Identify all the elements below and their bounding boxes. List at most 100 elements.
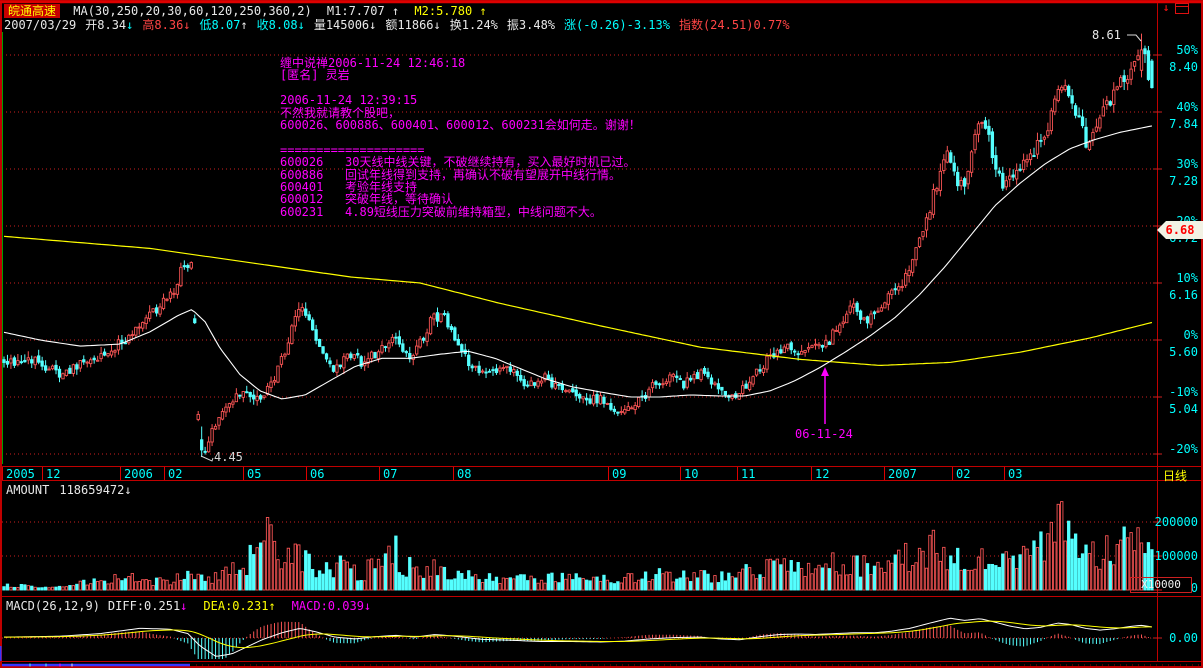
quote-field: 涨(-0.26)-3.13% (564, 18, 670, 32)
volume-axis-label: 0 (1190, 581, 1198, 595)
time-axis-label: 10 (684, 467, 699, 481)
macd-lines (3, 617, 1152, 657)
m1-value: M1:7.707 (326, 4, 385, 18)
stock-name[interactable]: 皖通高速 (4, 4, 61, 18)
time-axis-label: 08 (457, 467, 472, 481)
m2-value: M2:5.780 (414, 4, 473, 18)
ma-30-line (3, 125, 1153, 400)
volume-axis-label: 100000 (1154, 549, 1198, 563)
price-axis-price-label: 7.84 (1169, 117, 1198, 131)
price-axis-percent-label: 30% (1176, 157, 1198, 171)
time-axis-label: 09 (612, 467, 627, 481)
annotation-line: 不然我就请教个股吧， (280, 105, 401, 120)
trend-arrow-icon: ↑ (240, 18, 248, 32)
time-axis-label: 07 (383, 467, 398, 481)
quote-field: 指数(24.51)0.77% (678, 18, 790, 32)
volume-axis-label: 200000 (1154, 515, 1198, 529)
annotation-line: [匿名] 灵岩 (280, 68, 350, 83)
chat-annotation-block: 缠中说禅2006-11-24 12:46:18 [匿名] 灵岩 2006-11-2… (280, 56, 641, 219)
annotation-line: 600026、600886、600401、600012、600231会如何走。谢… (280, 118, 641, 133)
volume-arrow-icon: ↓ (124, 483, 132, 497)
annotation-line: 600401 考验年线支持 (280, 180, 418, 195)
time-axis-label: 12 (815, 467, 830, 481)
time-axis-label: 2007 (888, 467, 917, 481)
price-axis-price-label: 6.16 (1169, 288, 1198, 302)
macd-field: MACD:0.039↓ (291, 599, 372, 613)
annotation-line: 600886 回试年线得到支持，再确认不破有望展开中线行情。 (280, 167, 622, 182)
time-axis-label: 12 (46, 467, 61, 481)
current-price-tag: 6.68 (1157, 221, 1203, 239)
price-axis-percent-label: 0% (1183, 328, 1198, 342)
volume-multiplier-badge: X10000 (1130, 577, 1192, 593)
macd-axis-label: 0.00 (1169, 631, 1198, 645)
ma-settings-label: MA(30,250,20,30,60,120,250,360,2) (73, 4, 312, 18)
time-axis-label: 11 (741, 467, 756, 481)
quote-field: 收8.08↓ (256, 18, 305, 32)
quote-field: 高8.36↓ (142, 18, 191, 32)
trend-arrow-icon: ↓ (363, 599, 372, 613)
annotation-line: ==================== (280, 142, 425, 157)
low-price-callout: 4.45 (214, 450, 243, 464)
quote-date: 2007/03/29 (4, 18, 77, 32)
high-price-callout: 8.61 (1092, 28, 1121, 42)
price-axis-percent-label: 50% (1176, 43, 1198, 57)
annotation-line: 600012 突破年线，等待确认 (280, 192, 454, 207)
trend-arrow-icon: ↓ (183, 18, 191, 32)
volume-header: AMOUNT 118659472↓ (6, 483, 132, 497)
annotation-line: 600231 4.89短线压力突破前维持箱型，中线问题不大。 (280, 204, 602, 219)
event-date-label: 06-11-24 (795, 427, 853, 441)
quote-field: 低8.07↑ (199, 18, 248, 32)
trend-arrow-icon: ↓ (180, 599, 188, 613)
macd-histogram (6, 621, 1153, 659)
time-axis-label: 03 (1008, 467, 1023, 481)
time-axis-label: 06 (310, 467, 325, 481)
price-axis-price-label: 8.40 (1169, 60, 1198, 74)
quote-field: 额11866↓ (385, 18, 441, 32)
price-axis-price-label: 5.60 (1169, 345, 1198, 359)
price-axis-percent-label: -20% (1169, 442, 1198, 456)
split-window-icon[interactable] (1175, 3, 1189, 14)
annotation-line: 600026 30天线中线关键，不破继续持有，买入最好时机已过。 (280, 155, 636, 170)
volume-indicator-label: AMOUNT (6, 483, 50, 497)
ma-250-line (3, 235, 1153, 367)
trend-arrow-icon: ↓ (369, 18, 377, 32)
time-axis-label: 2006 (124, 467, 153, 481)
scroll-down-icon[interactable]: ↓ (1162, 1, 1170, 14)
price-axis-percent-label: -10% (1169, 385, 1198, 399)
quote-field: 开8.34↓ (85, 18, 134, 32)
quote-field: 量145006↓ (313, 18, 377, 32)
price-axis-percent-label: 40% (1176, 100, 1198, 114)
bottom-strip (0, 646, 1200, 667)
m1-arrow-icon: ↑ (391, 4, 400, 18)
time-axis-label: 02 (168, 467, 183, 481)
price-axis-percent-label: 10% (1176, 271, 1198, 285)
window-controls: ↓ (1160, 2, 1189, 14)
period-label[interactable]: 日线 (1163, 469, 1188, 483)
price-axis-price-label: 7.28 (1169, 174, 1198, 188)
quote-bar: 2007/03/29 开8.34↓ 高8.36↓ 低8.07↑ 收8.08↓ 量14500… (4, 16, 808, 32)
annotation-line: 2006-11-24 12:39:15 (280, 93, 418, 108)
macd-field: MACD(26,12,9) (6, 599, 100, 613)
trend-arrow-icon: ↑ (268, 599, 276, 613)
candlesticks (2, 33, 1154, 458)
moving-average-lines (3, 125, 1153, 400)
quote-field: 换1.24% (449, 18, 498, 32)
chart-annotations (200, 34, 1142, 462)
volume-value: 118659472 (59, 483, 125, 497)
time-axis-label: 05 (247, 467, 262, 481)
annotation-line (280, 131, 641, 143)
quote-field: 振3.48% (506, 18, 556, 32)
trend-arrow-icon: ↓ (126, 18, 134, 32)
dea-line (3, 620, 1152, 649)
macd-header: MACD(26,12,9) DIFF:0.251↓ DEA:0.231↑ MACD:0… (6, 599, 387, 613)
m2-arrow-icon: ↑ (479, 4, 487, 18)
macd-field: DEA:0.231↑ (203, 599, 276, 613)
title-bar: 皖通高速 MA(30,250,20,30,60,120,250,360,2) M… (4, 2, 487, 18)
trend-arrow-icon: ↓ (433, 18, 441, 32)
annotation-line: 缠中说禅2006-11-24 12:46:18 (280, 56, 466, 70)
trend-arrow-icon: ↓ (297, 18, 305, 32)
volume-bars (2, 501, 1154, 591)
